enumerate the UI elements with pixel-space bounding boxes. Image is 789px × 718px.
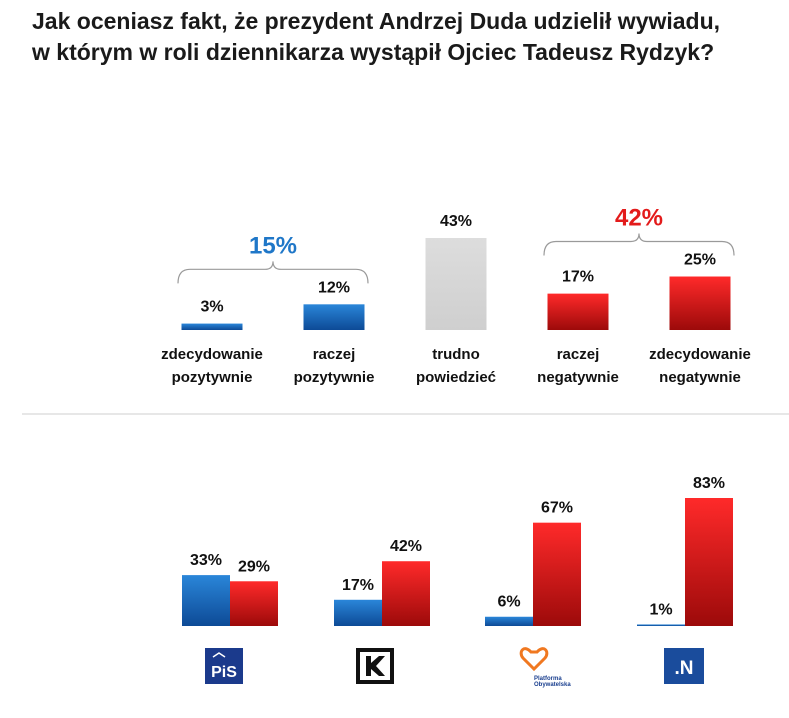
party-bar-1-positive xyxy=(182,575,230,626)
kukiz-logo xyxy=(356,648,394,684)
party-bar-3-negative xyxy=(533,522,581,626)
category-label-1-line-2: pozytywnie xyxy=(172,369,253,386)
party-value-label-4-positive: 1% xyxy=(649,601,672,618)
party-value-label-2-positive: 17% xyxy=(342,577,374,594)
group-total-2: 42% xyxy=(615,205,663,232)
po-logo-line-2: Obywatelska xyxy=(534,682,571,688)
pis-logo-text: PiS xyxy=(211,664,237,681)
po-logo-line-1: Platforma xyxy=(534,676,562,682)
value-label-3: 43% xyxy=(440,213,472,230)
category-label-3-line-1: trudno xyxy=(432,346,479,363)
party-value-label-1-negative: 29% xyxy=(238,558,270,575)
chart-title: Jak oceniasz fakt, że prezydent Andrzej … xyxy=(32,6,772,68)
party-value-label-3-positive: 6% xyxy=(497,594,520,611)
party-bar-3-positive xyxy=(485,616,533,626)
chart-title-line-1: Jak oceniasz fakt, że prezydent Andrzej … xyxy=(32,8,721,34)
bar-5 xyxy=(669,276,731,330)
category-label-5-line-2: negatywnie xyxy=(659,369,741,386)
po-logo: Platforma Obywatelska xyxy=(519,647,571,688)
party-bar-2-positive xyxy=(334,599,382,626)
category-label-3-line-2: powiedzieć xyxy=(416,369,496,386)
po-heart-icon xyxy=(519,647,549,672)
party-bar-4-negative xyxy=(685,498,733,626)
party-bar-1-negative xyxy=(230,581,278,626)
group-total-1: 15% xyxy=(249,232,297,259)
party-value-label-4-negative: 83% xyxy=(693,475,725,492)
category-label-2-line-2: pozytywnie xyxy=(294,369,375,386)
value-label-5: 25% xyxy=(684,252,716,269)
pis-logo: PiS xyxy=(205,648,243,684)
chart-title-line-2: w którym w roli dziennikarza wystąpił Oj… xyxy=(32,39,715,65)
nowoczesna-logo: .N xyxy=(664,648,704,684)
bar-3 xyxy=(425,238,487,330)
group-brace-1 xyxy=(177,261,369,284)
party-value-label-1-positive: 33% xyxy=(190,552,222,569)
value-label-4: 17% xyxy=(562,269,594,286)
category-label-1-line-1: zdecydowanie xyxy=(161,346,263,363)
party-bar-4-positive xyxy=(637,624,685,626)
party-bar-2-negative xyxy=(382,561,430,626)
category-label-4-line-1: raczej xyxy=(557,346,600,363)
party-chart: 33% 29% 17% 42% 6% 67% 1% 83% xyxy=(182,475,733,626)
bar-1 xyxy=(181,323,243,330)
value-label-2: 12% xyxy=(318,279,350,296)
group-brace-2 xyxy=(543,233,735,256)
bar-2 xyxy=(303,304,365,330)
bar-4 xyxy=(547,293,609,330)
party-value-label-3-negative: 67% xyxy=(541,500,573,517)
category-label-4-line-2: negatywnie xyxy=(537,369,619,386)
nowoczesna-logo-text: .N xyxy=(675,658,694,679)
category-label-2-line-1: raczej xyxy=(313,346,356,363)
value-label-1: 3% xyxy=(200,299,223,316)
overall-chart: 3% zdecydowanie pozytywnie 12% raczej pozytyw… xyxy=(161,205,751,386)
party-value-label-2-negative: 42% xyxy=(390,538,422,555)
category-label-5-line-1: zdecydowanie xyxy=(649,346,751,363)
